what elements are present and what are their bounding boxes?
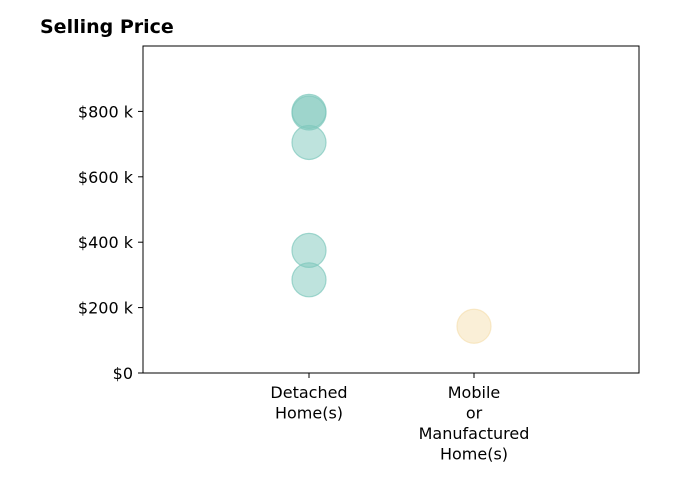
y-tick-label: $0 <box>113 364 133 383</box>
data-points <box>291 93 492 344</box>
y-tick-label: $600 k <box>78 168 134 187</box>
x-axis: Detached Home(s) Mobile or Manufactured Home(… <box>270 373 529 464</box>
y-axis: $0 $200 k $400 k $600 k $800 k <box>78 102 143 383</box>
data-point <box>456 308 492 344</box>
x-tick-label: Mobile or Manufactured Home(s) <box>419 383 530 464</box>
y-tick-label: $400 k <box>78 233 134 252</box>
x-tick-label-line: Detached <box>270 383 347 402</box>
chart-title: Selling Price <box>40 16 174 38</box>
x-tick-label-line: Home(s) <box>275 404 343 423</box>
x-tick-label: Detached Home(s) <box>270 383 347 423</box>
data-point <box>291 262 327 298</box>
y-tick-label: $800 k <box>78 102 134 121</box>
plot-frame <box>142 45 640 374</box>
x-tick-label-line: Mobile <box>448 383 500 402</box>
x-tick-label-line: Manufactured <box>419 424 530 443</box>
x-tick-label-line: or <box>466 404 483 423</box>
y-tick-label: $200 k <box>78 299 134 318</box>
data-point <box>291 124 327 161</box>
x-tick-label-line: Home(s) <box>440 445 508 464</box>
